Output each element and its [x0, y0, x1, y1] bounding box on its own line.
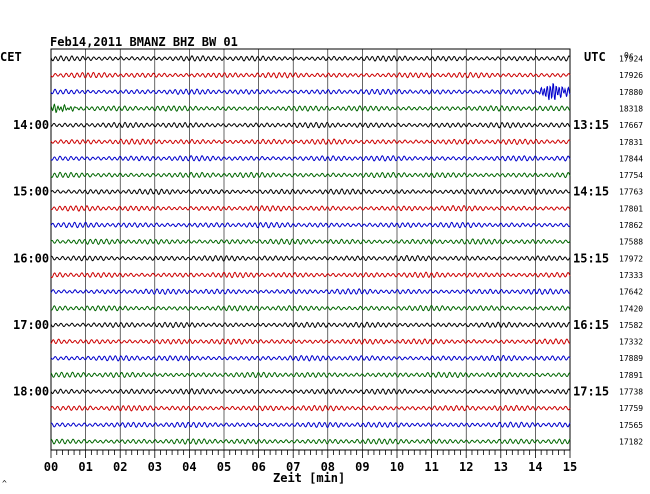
x-tick-label: 11	[424, 460, 438, 474]
x-tick-label: 10	[390, 460, 404, 474]
seismic-trace	[50, 371, 571, 379]
seismic-trace	[50, 404, 571, 412]
x-tick-label: 01	[78, 460, 92, 474]
trace-offset-label: 17667	[619, 121, 643, 130]
corner-mark: ^	[2, 479, 7, 488]
x-tick-label: 07	[286, 460, 300, 474]
seismic-trace	[50, 271, 571, 279]
x-tick-label: 08	[321, 460, 335, 474]
trace-offset-label: 17880	[619, 88, 643, 97]
x-tick-label: 15	[563, 460, 577, 474]
trace-offset-label: 17924	[619, 55, 643, 64]
left-unit-label: CET	[0, 50, 22, 64]
seismic-trace	[50, 55, 571, 62]
seismic-trace	[50, 121, 571, 129]
trace-offset-label: 17889	[619, 354, 643, 363]
left-hour-label: 15:00	[13, 185, 49, 199]
trace-offset-label: 17831	[619, 138, 643, 147]
seismic-trace	[50, 103, 571, 114]
trace-offset-label: 17333	[619, 271, 643, 280]
seismic-trace	[50, 421, 571, 429]
seismic-trace	[50, 338, 571, 345]
trace-offset-label: 17891	[619, 371, 643, 380]
seismic-trace	[50, 188, 571, 195]
seismic-trace	[50, 221, 571, 229]
trace-offset-label: 17763	[619, 188, 643, 197]
seismic-trace	[50, 171, 571, 179]
trace-offset-label: 17420	[619, 304, 643, 313]
right-unit-label: UTC	[584, 50, 606, 64]
right-hour-label: 13:15	[573, 118, 609, 132]
left-hour-label: 17:00	[13, 318, 49, 332]
trace-offset-label: 17588	[619, 238, 643, 247]
trace-offset-label: 18318	[619, 104, 643, 113]
x-tick-label: 06	[251, 460, 265, 474]
trace-offset-label: 17182	[619, 437, 643, 446]
trace-offset-label: 17332	[619, 338, 643, 347]
trace-offset-label: 17862	[619, 221, 643, 230]
seismic-trace	[50, 238, 571, 246]
seismic-trace	[50, 304, 571, 312]
x-tick-label: 12	[459, 460, 473, 474]
trace-offset-label: 17926	[619, 71, 643, 80]
x-tick-label: 14	[528, 460, 542, 474]
x-tick-label: 05	[217, 460, 231, 474]
x-tick-label: 02	[113, 460, 127, 474]
x-tick-label: 04	[182, 460, 196, 474]
trace-offset-label: 17759	[619, 404, 643, 413]
chart-title: Feb14,2011 BMANZ BHZ BW 01	[50, 35, 238, 49]
right-hour-label: 17:15	[573, 385, 609, 399]
seismic-trace	[50, 255, 571, 262]
right-hour-label: 14:15	[573, 185, 609, 199]
right-hour-label: 15:15	[573, 251, 609, 265]
seismic-trace	[50, 138, 571, 146]
seismic-trace	[50, 204, 571, 212]
x-axis-label: Zeit [min]	[273, 471, 345, 485]
trace-offset-label: 17565	[619, 421, 643, 430]
x-tick-label: 03	[148, 460, 162, 474]
seismic-trace	[50, 155, 571, 162]
right-hour-label: 16:15	[573, 318, 609, 332]
trace-offset-label: 17972	[619, 254, 643, 263]
seismic-trace	[50, 288, 571, 295]
x-tick-label: 09	[355, 460, 369, 474]
trace-offset-label: 17738	[619, 388, 643, 397]
left-hour-label: 16:00	[13, 251, 49, 265]
x-tick-label: 00	[44, 460, 58, 474]
trace-offset-label: 17582	[619, 321, 643, 330]
seismic-trace	[50, 321, 571, 329]
right-header-label: 0c	[624, 51, 634, 60]
left-hour-label: 18:00	[13, 385, 49, 399]
trace-offset-label: 17642	[619, 288, 643, 297]
plot-area: 00 01 02 03 04 05 06 07 08 09 10 11 12 13 14 15 17924 179…	[13, 48, 643, 474]
seismic-trace	[50, 83, 571, 101]
trace-offset-label: 17844	[619, 154, 643, 163]
seismic-trace	[50, 354, 571, 362]
seismic-trace	[50, 438, 571, 445]
x-tick-label: 13	[494, 460, 508, 474]
trace-offset-label: 17801	[619, 204, 643, 213]
trace-offset-label: 17754	[619, 171, 643, 180]
seismic-trace	[50, 71, 571, 79]
seismic-trace	[50, 388, 571, 395]
left-hour-label: 14:00	[13, 118, 49, 132]
